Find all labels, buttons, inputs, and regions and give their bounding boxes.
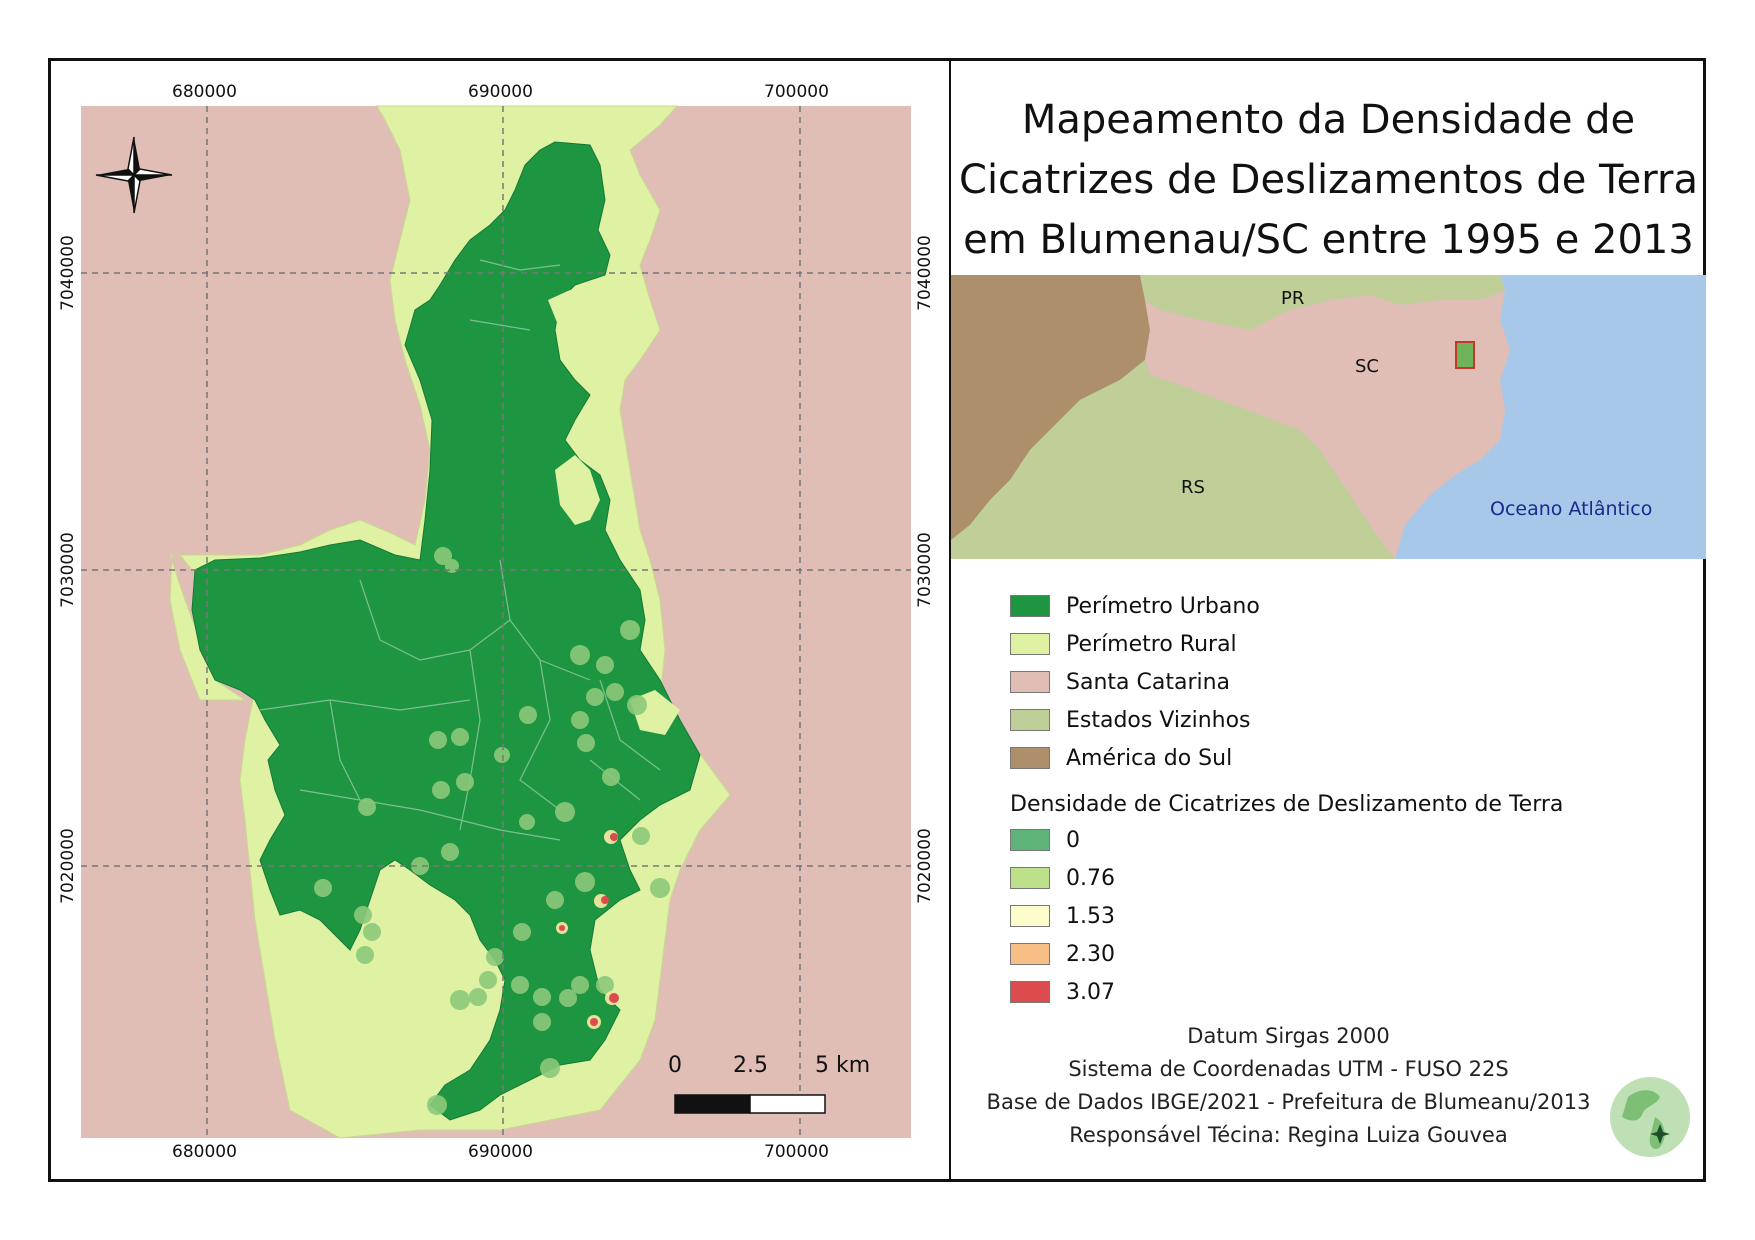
y-label-left-7040000: 7040000 (58, 235, 78, 311)
x-label-bottom-680000: 680000 (172, 1142, 237, 1162)
inset-label-rs: RS (1181, 477, 1205, 498)
legend-density-2: 1.53 (1010, 903, 1115, 929)
legend-label-density-2: 1.53 (1066, 903, 1115, 929)
inset-blumenau-marker (1455, 341, 1475, 369)
y-label-right-7030000: 7030000 (915, 532, 935, 608)
inset-map (951, 275, 1706, 559)
credit-datum: Datum Sirgas 2000 (1187, 1024, 1390, 1048)
legend-label-density-1: 0.76 (1066, 865, 1115, 891)
y-label-left-7020000: 7020000 (58, 828, 78, 904)
legend-density-4: 3.07 (1010, 979, 1115, 1005)
x-label-top-680000: 680000 (172, 82, 237, 102)
y-label-left-7030000: 7030000 (58, 532, 78, 608)
urban-perimeter (191, 141, 701, 1121)
x-label-top-700000: 700000 (764, 82, 829, 102)
graticule (81, 106, 911, 1138)
x-label-bottom-700000: 700000 (764, 1142, 829, 1162)
legend-density-3: 2.30 (1010, 941, 1115, 967)
legend-swatch-sc (1010, 671, 1050, 693)
title-line-2: Cicatrizes de Deslizamentos de Terra (959, 157, 1698, 203)
legend-swatch-neighbors (1010, 709, 1050, 731)
legend-item-sc: Santa Catarina (1010, 669, 1230, 695)
legend-swatch-urban (1010, 595, 1050, 617)
scale-label-2-5: 2.5 (733, 1053, 768, 1078)
legend-swatch-south-america (1010, 747, 1050, 769)
inset-label-sc: SC (1355, 356, 1379, 377)
legend-item-south-america: América do Sul (1010, 745, 1232, 771)
y-label-right-7020000: 7020000 (915, 828, 935, 904)
panel-divider (949, 58, 951, 1182)
title-line-3: em Blumenau/SC entre 1995 e 2013 (963, 217, 1694, 263)
legend-label-density-4: 3.07 (1066, 979, 1115, 1005)
scale-label-5km: 5 km (815, 1053, 871, 1078)
legend-label-south-america: América do Sul (1066, 745, 1233, 771)
title-line-1: Mapeamento da Densidade de (1021, 97, 1636, 143)
legend-swatch-rural (1010, 633, 1050, 655)
legend-swatch-density-0 (1010, 829, 1050, 851)
legend-swatch-density-4 (1010, 981, 1050, 1003)
scale-bar (674, 1094, 826, 1114)
legend-swatch-density-1 (1010, 867, 1050, 889)
inset-south-america (951, 275, 1150, 540)
rural-valley-2 (555, 455, 600, 525)
inset-label-pr: PR (1281, 288, 1305, 309)
map-title: Mapeamento da Densidade de Cicatrizes de… (951, 90, 1706, 270)
inset-sc (1145, 290, 1510, 559)
credit-base: Base de Dados IBGE/2021 - Prefeitura de … (986, 1090, 1591, 1114)
x-label-bottom-690000: 690000 (468, 1142, 533, 1162)
credit-author: Responsável Técina: Regina Luiza Gouvea (1069, 1123, 1508, 1147)
globe-logo-icon (1610, 1077, 1690, 1157)
legend-label-sc: Santa Catarina (1066, 669, 1231, 695)
credits-block: Datum Sirgas 2000 Sistema de Coordenadas… (951, 1020, 1626, 1152)
compass-rose-icon (95, 136, 173, 214)
legend-density-1: 0.76 (1010, 865, 1115, 891)
neighborhood-boundaries (259, 259, 661, 841)
legend-label-density-3: 2.30 (1066, 941, 1115, 967)
y-label-right-7040000: 7040000 (915, 235, 935, 311)
legend-swatch-density-3 (1010, 943, 1050, 965)
legend-density-0: 0 (1010, 827, 1080, 853)
rural-valley-1 (548, 290, 610, 375)
density-hotspots (314, 547, 670, 1115)
inset-label-ocean: Oceano Atlântico (1490, 498, 1653, 520)
legend-item-rural: Perímetro Rural (1010, 631, 1237, 657)
legend-label-neighbors: Estados Vizinhos (1066, 707, 1251, 733)
inset-pr (1140, 275, 1505, 330)
scale-label-0: 0 (668, 1053, 682, 1078)
legend-item-neighbors: Estados Vizinhos (1010, 707, 1251, 733)
credit-system: Sistema de Coordenadas UTM - FUSO 22S (1068, 1057, 1509, 1081)
legend-density-heading: Densidade de Cicatrizes de Deslizamento … (1010, 792, 1564, 817)
legend-label-rural: Perímetro Rural (1066, 631, 1237, 657)
legend-item-urban: Perímetro Urbano (1010, 593, 1260, 619)
legend-swatch-density-2 (1010, 905, 1050, 927)
x-label-top-690000: 690000 (468, 82, 533, 102)
inset-rs (951, 360, 1395, 559)
legend-label-urban: Perímetro Urbano (1066, 593, 1260, 619)
legend-label-density-0: 0 (1066, 827, 1080, 853)
